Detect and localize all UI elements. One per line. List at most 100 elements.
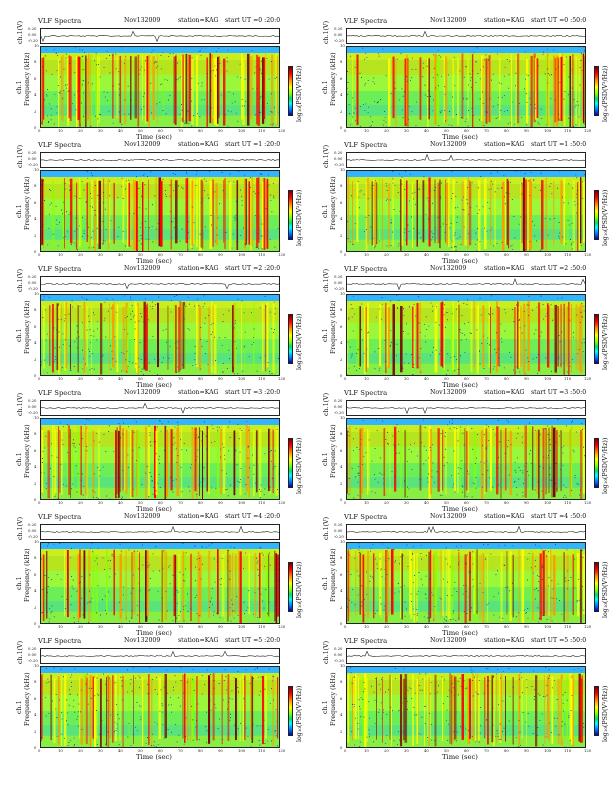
spectrogram-noise [404, 228, 406, 230]
spectrogram-band [346, 549, 586, 557]
spectrogram-noise [498, 484, 500, 486]
spectrogram-noise [451, 246, 453, 248]
y-tick-label: 10 [34, 663, 39, 668]
y-tick-label: 4 [34, 216, 37, 222]
spectrogram-burst [482, 58, 484, 127]
spectrogram-burst [248, 553, 250, 615]
spectrogram-noise [580, 311, 582, 313]
x-tick-label: 60 [464, 500, 469, 505]
spectrogram-noise [372, 81, 374, 83]
spectrogram-noise [77, 715, 79, 717]
spectrogram-burst [175, 305, 177, 373]
spectrogram-noise [571, 422, 572, 423]
y-tick-label: 4 [340, 588, 343, 594]
spectrogram-burst [536, 58, 539, 119]
spectrogram-noise [184, 122, 185, 124]
spectrogram-noise [85, 91, 86, 93]
spectrogram-noise [243, 227, 244, 229]
spectrogram-noise [434, 227, 436, 228]
spectrogram-burst [199, 427, 200, 496]
spectrogram-noise [206, 341, 208, 342]
spectrogram-noise [514, 462, 516, 463]
spectrogram-noise [126, 617, 127, 619]
spectrogram-noise [241, 195, 243, 197]
spectrogram-noise [44, 697, 46, 699]
spectrogram-noise [273, 197, 275, 199]
y-axis-label: Frequency (kHz) [24, 176, 31, 230]
spectrogram-noise [120, 437, 121, 439]
spectrogram-noise [90, 237, 92, 239]
spectrogram-noise [522, 482, 524, 484]
panel-title: VLF Spectra [344, 17, 388, 25]
spectrogram-noise [497, 188, 499, 189]
spectrogram-noise [407, 486, 408, 488]
spectrogram-burst [52, 304, 54, 373]
spectrogram-noise [143, 321, 145, 322]
spectrogram-noise [105, 57, 107, 59]
spectrogram-noise [247, 476, 249, 478]
spectrogram-noise [155, 546, 157, 548]
y-tick-label: 6 [340, 447, 343, 453]
spectrogram-noise [118, 434, 120, 436]
spectrogram-noise [370, 685, 372, 687]
spectrogram-noise [472, 585, 474, 587]
x-tick-label: 100 [238, 376, 246, 381]
spectrogram-noise [492, 486, 494, 488]
spectrogram-noise [392, 435, 394, 437]
spectrogram-noise [534, 430, 536, 431]
x-axis-label: Time (sec) [136, 381, 172, 389]
spectrogram-noise [200, 327, 202, 328]
spectrogram-noise [149, 589, 151, 590]
spectrogram-noise [93, 473, 95, 475]
spectrogram-burst [469, 181, 472, 246]
waveform-trace [40, 650, 280, 657]
spectrogram-noise [273, 301, 275, 303]
spectrogram-noise [64, 608, 66, 609]
spectrogram-noise [262, 600, 264, 602]
spectrogram-burst [499, 57, 501, 121]
spectrogram-noise [407, 689, 409, 691]
spectrogram-noise [501, 83, 502, 85]
spectrogram-noise [58, 318, 59, 320]
spectrogram-noise [424, 335, 426, 337]
spectrogram-noise [81, 728, 83, 730]
spectrogram-noise [431, 470, 433, 472]
spectrogram-burst [526, 678, 527, 746]
spectrogram-burst [352, 677, 353, 741]
spectrogram-noise [358, 466, 360, 467]
spectrogram-noise [382, 124, 384, 126]
spectrogram-noise [204, 353, 206, 355]
spectrogram-burst [508, 180, 510, 249]
spectrogram-burst [538, 429, 540, 499]
spectrogram-noise [62, 97, 63, 99]
spectrogram-noise [483, 462, 485, 464]
spectrogram-noise [458, 549, 460, 551]
spectrogram-noise [551, 620, 553, 622]
spectrogram-noise [382, 48, 384, 50]
x-tick-label: 10 [364, 376, 369, 381]
spectrogram-noise [469, 242, 471, 244]
spectrogram-noise [498, 704, 500, 706]
spectrogram-burst [257, 177, 260, 243]
x-tick-label: 0 [38, 376, 41, 381]
spectrogram-noise [540, 331, 542, 333]
spectrogram-noise [225, 232, 227, 233]
spectrogram-burst [443, 301, 445, 371]
x-tick-label: 0 [344, 128, 347, 133]
spectrogram-noise [580, 60, 582, 61]
spectrogram-noise [352, 589, 353, 590]
spectrogram-noise [497, 419, 499, 421]
spectrogram-noise [474, 676, 475, 678]
spectrogram-noise [71, 300, 73, 302]
spectrogram-noise [150, 171, 152, 173]
spectrogram-noise [507, 123, 509, 125]
spectrogram-burst [527, 177, 529, 251]
spectrogram-noise [469, 569, 471, 571]
spectrogram-burst [557, 306, 559, 367]
spectrogram-noise [388, 443, 389, 445]
spectrogram-noise [383, 478, 385, 480]
spectrogram-burst [97, 55, 98, 127]
spectrogram-noise [569, 319, 571, 321]
spectrogram-noise [485, 111, 486, 113]
spectrogram-noise [480, 707, 481, 708]
